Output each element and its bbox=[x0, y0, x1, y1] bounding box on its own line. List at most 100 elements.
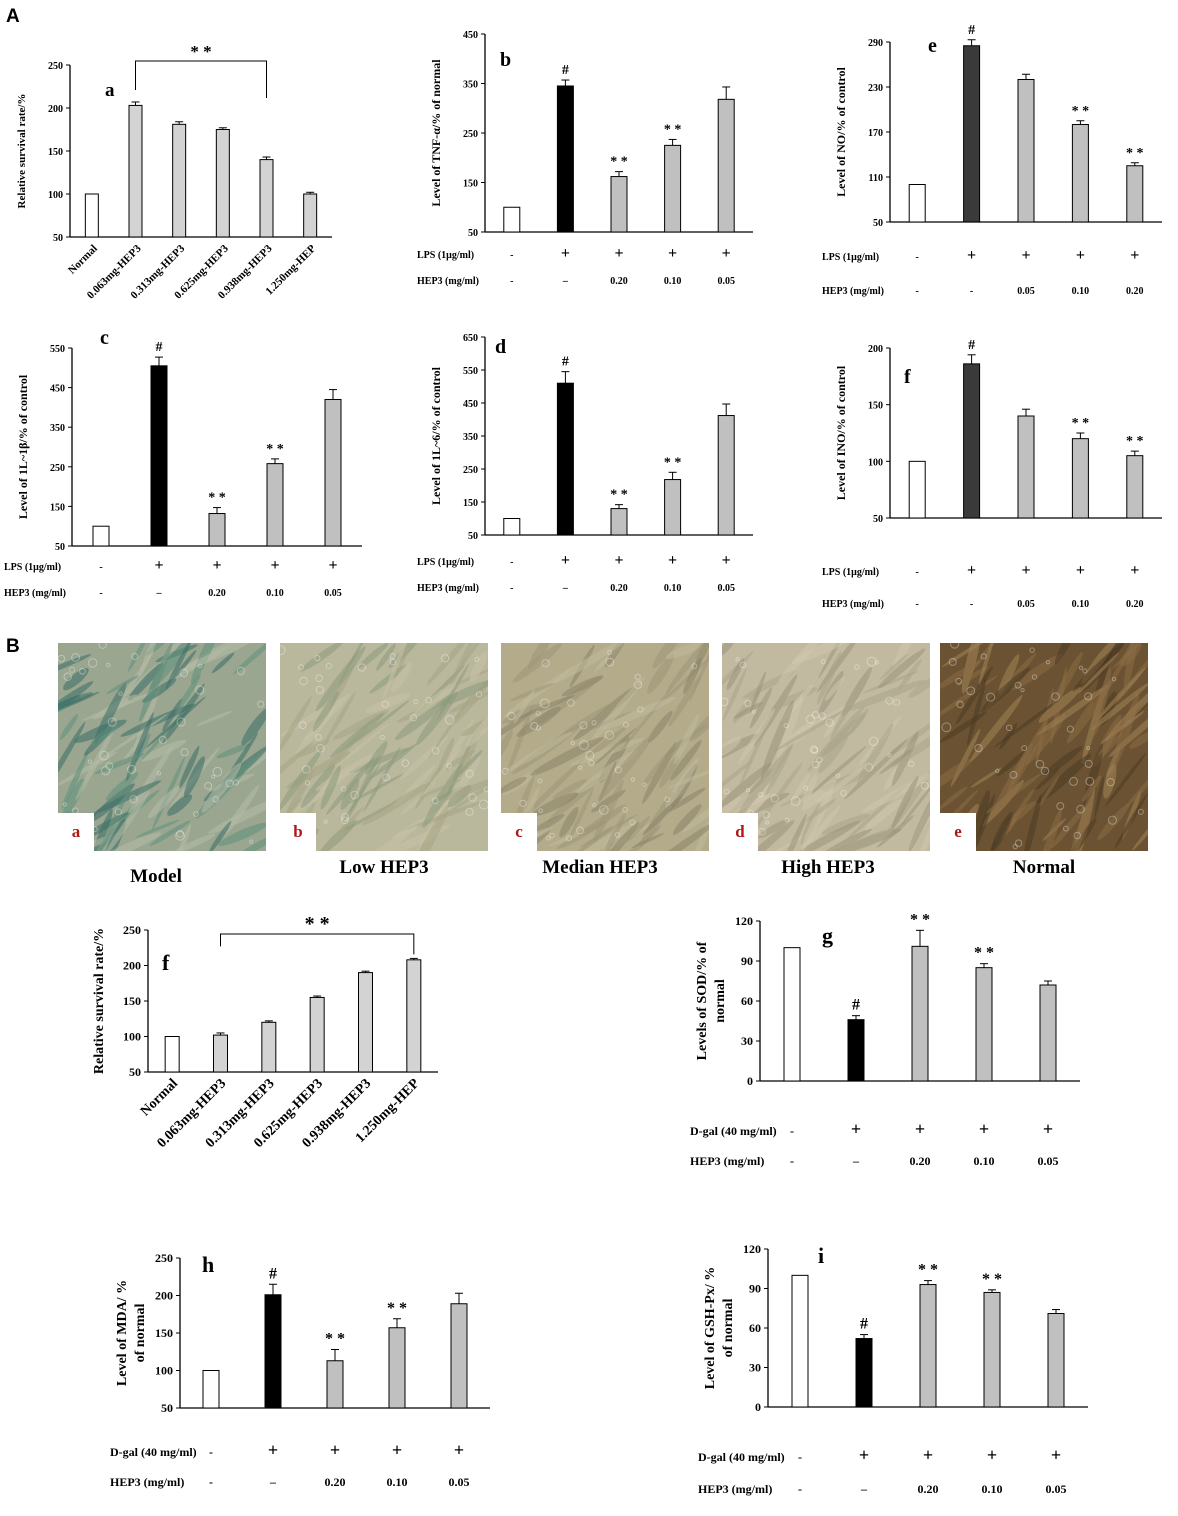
cell-shape bbox=[516, 706, 561, 737]
treatment-value: - bbox=[510, 250, 513, 261]
cell-nucleus bbox=[475, 691, 483, 698]
cell-nucleus bbox=[225, 779, 234, 788]
treatment-value: 0.20 bbox=[918, 1482, 939, 1496]
cell-shape bbox=[878, 648, 926, 689]
panel-letter: e bbox=[928, 35, 937, 57]
cell-shape bbox=[815, 828, 872, 851]
cell-nucleus bbox=[1062, 825, 1069, 832]
y-tick-label: 90 bbox=[749, 1282, 761, 1296]
cell-nucleus bbox=[389, 658, 397, 666]
cell-nucleus bbox=[58, 654, 66, 663]
y-tick-label: 200 bbox=[123, 959, 141, 973]
cell-shape bbox=[466, 706, 488, 747]
treatment-value: - bbox=[510, 557, 513, 568]
cell-nucleus bbox=[751, 709, 757, 715]
treatment-row-label: HEP3 (mg/ml) bbox=[822, 286, 884, 297]
cell-nucleus bbox=[809, 745, 818, 754]
cell-nucleus bbox=[622, 806, 628, 813]
bracket-label: * * bbox=[305, 913, 330, 935]
cell-shape bbox=[196, 710, 233, 726]
bar bbox=[908, 460, 926, 519]
category-label: Normal bbox=[138, 1076, 181, 1119]
treatment-value: 0.10 bbox=[664, 276, 682, 287]
cell-nucleus bbox=[71, 653, 80, 662]
section-label-a: A bbox=[6, 6, 20, 27]
cell-shape bbox=[666, 643, 707, 694]
cell-shape bbox=[312, 690, 339, 732]
treatment-value: 0.20 bbox=[910, 1154, 931, 1168]
cell-nucleus bbox=[629, 819, 636, 826]
bar bbox=[1017, 415, 1035, 519]
bar bbox=[556, 85, 574, 233]
cell-nucleus bbox=[633, 680, 643, 689]
y-axis-label: Relative survival rate/% bbox=[16, 94, 28, 209]
caption-normal: Normal bbox=[1012, 857, 1076, 878]
cell-nucleus bbox=[614, 832, 621, 838]
y-axis-label: Level of NO/% of control bbox=[834, 66, 848, 196]
treatment-value: – bbox=[269, 1475, 277, 1489]
cell-nucleus bbox=[604, 730, 615, 740]
y-tick-label: 250 bbox=[123, 923, 141, 937]
error-bar bbox=[218, 127, 227, 130]
bar bbox=[855, 1338, 873, 1408]
cell-shape bbox=[102, 790, 150, 851]
panel-letter: g bbox=[822, 923, 833, 948]
error-bar bbox=[1022, 408, 1030, 416]
treatment-value: + bbox=[1043, 1119, 1053, 1139]
cell-nucleus bbox=[257, 700, 265, 708]
cell-shape bbox=[1114, 793, 1148, 849]
cell-nucleus bbox=[803, 785, 809, 791]
treatment-value: 0.20 bbox=[610, 583, 628, 594]
bar bbox=[963, 363, 981, 519]
cell-shape bbox=[1091, 682, 1148, 730]
cell-shape bbox=[891, 775, 919, 829]
cell-shape bbox=[593, 779, 624, 843]
bar bbox=[908, 184, 926, 223]
cell-shape bbox=[940, 786, 968, 810]
treatment-value: + bbox=[1130, 562, 1139, 579]
treatment-row-label: HEP3 (mg/ml) bbox=[698, 1482, 772, 1496]
cell-nucleus bbox=[465, 807, 474, 816]
cell-shape bbox=[722, 762, 772, 809]
cell-shape bbox=[891, 724, 930, 767]
cell-shape bbox=[737, 708, 776, 765]
cell-nucleus bbox=[127, 764, 137, 774]
y-tick-label: 450 bbox=[463, 399, 478, 410]
cell-nucleus bbox=[440, 653, 450, 663]
significance-stars: * * bbox=[1072, 104, 1090, 119]
cell-shape bbox=[179, 746, 200, 789]
error-bar bbox=[131, 101, 140, 106]
treatment-row-label: HEP3 (mg/ml) bbox=[417, 276, 479, 287]
cell-nucleus bbox=[1073, 831, 1081, 840]
cell-shape bbox=[842, 680, 926, 712]
cell-shape bbox=[733, 702, 763, 719]
cell-shape bbox=[774, 813, 807, 851]
cell-nucleus bbox=[233, 779, 240, 786]
y-tick-label: 150 bbox=[123, 994, 141, 1008]
cell-shape bbox=[295, 739, 330, 758]
y-tick-label: 250 bbox=[50, 463, 65, 474]
y-tick-label: 30 bbox=[741, 1034, 753, 1048]
cell-shape bbox=[63, 668, 89, 691]
treatment-value: + bbox=[915, 1119, 925, 1139]
cell-shape bbox=[642, 795, 683, 836]
cell-shape bbox=[861, 770, 930, 813]
cell-nucleus bbox=[591, 720, 597, 726]
significance-stars: * * bbox=[208, 491, 226, 506]
cell-shape bbox=[211, 652, 235, 674]
treatment-value: - bbox=[916, 599, 919, 610]
bar bbox=[1071, 124, 1089, 223]
treatment-value: + bbox=[851, 1119, 861, 1139]
error-bar bbox=[668, 471, 677, 480]
cell-nucleus bbox=[301, 765, 311, 774]
panel-letter: f bbox=[904, 366, 911, 388]
y-tick-label: 100 bbox=[48, 190, 63, 201]
y-tick-label: 100 bbox=[868, 457, 883, 468]
y-tick-label: 150 bbox=[50, 502, 65, 513]
cell-shape bbox=[96, 832, 162, 851]
error-bar bbox=[1076, 120, 1085, 125]
cell-nucleus bbox=[298, 721, 307, 730]
cell-shape bbox=[426, 643, 476, 686]
cell-shape bbox=[1036, 775, 1060, 810]
treatment-value: 0.20 bbox=[610, 276, 628, 287]
